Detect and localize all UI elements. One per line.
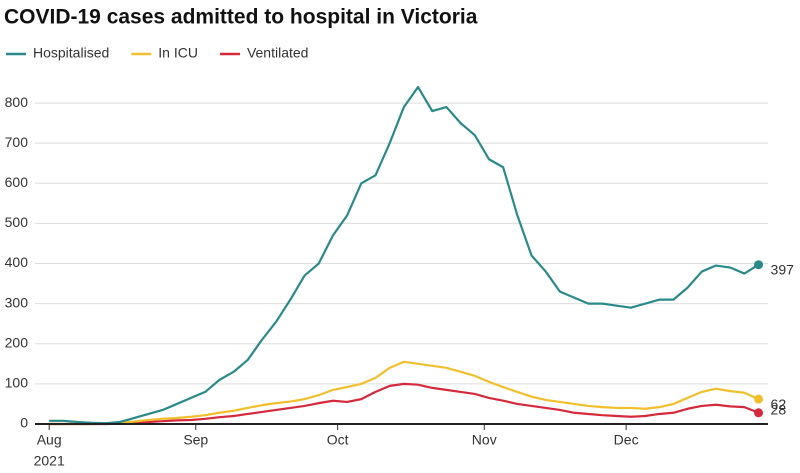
x-year-label: 2021 [34, 453, 65, 469]
y-tick-label: 500 [5, 214, 29, 230]
y-tick-label: 300 [5, 294, 29, 310]
x-tick-label: Oct [327, 432, 349, 448]
x-tick-label: Aug [37, 432, 62, 448]
y-tick-label: 400 [5, 254, 29, 270]
legend-label: In ICU [158, 45, 198, 61]
series-line [49, 382, 759, 426]
series-line [49, 85, 760, 425]
y-tick-label: 600 [5, 174, 29, 190]
end-dot [754, 260, 764, 270]
y-tick-label: 800 [5, 94, 29, 110]
end-dot [754, 408, 764, 418]
chart-title: COVID-19 cases admitted to hospital in V… [4, 6, 478, 29]
y-tick-label: 700 [5, 134, 29, 150]
series-line [49, 360, 759, 426]
x-tick-label: Sep [183, 432, 208, 448]
y-tick-label: 0 [20, 415, 28, 431]
legend-label: Hospitalised [33, 45, 109, 61]
x-tick-label: Nov [472, 432, 497, 448]
legend-label: Ventilated [247, 45, 309, 61]
y-tick-label: 200 [5, 334, 29, 350]
end-label: 28 [771, 401, 787, 417]
end-label: 397 [771, 261, 795, 277]
y-tick-label: 100 [5, 375, 29, 391]
x-tick-label: Dec [614, 432, 639, 448]
end-dot [754, 394, 764, 404]
end-label: 62 [771, 396, 787, 412]
